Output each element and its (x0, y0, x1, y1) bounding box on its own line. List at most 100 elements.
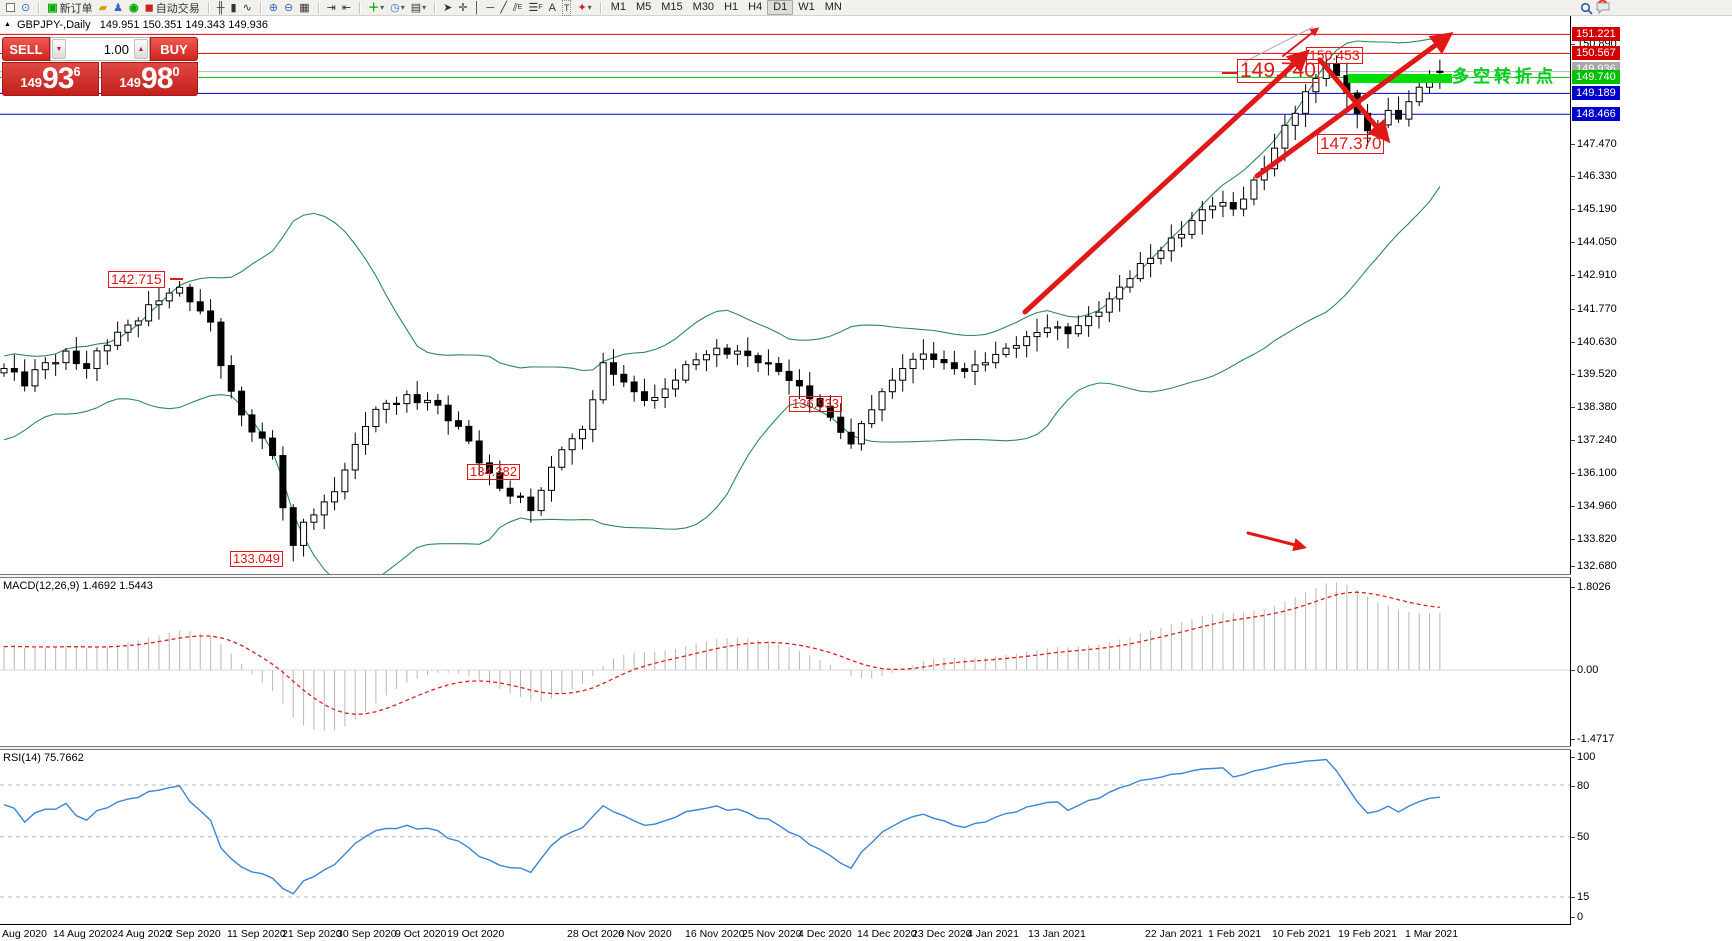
vertical-line-tool-icon[interactable]: │ (473, 1, 481, 14)
indicators-menu-button[interactable]: ＋ ▾ (368, 1, 385, 14)
rsi-axis-tick: 15 (1570, 891, 1590, 903)
market-watch-icon[interactable]: ▰ (98, 1, 108, 14)
tile-windows-icon[interactable]: ▦ (299, 1, 310, 14)
date-axis-label: 28 Oct 2020 (567, 928, 625, 940)
timeframe-group: M1 M5 M15 M30 H1 H4 D1 W1 MN (603, 0, 850, 16)
trendline-tool-icon[interactable]: ╱ (500, 1, 507, 14)
volume-increase-button[interactable]: ▲ (134, 39, 148, 59)
price-axis-tick: 133.820 (1571, 533, 1617, 545)
chart-frame-right (1570, 16, 1571, 924)
price-annotation: 149.740 (1237, 59, 1319, 84)
price-axis-tick: 134.960 (1571, 500, 1617, 512)
sell-button[interactable]: SELL (2, 37, 50, 61)
periods-menu-button[interactable]: ◷ ▾ (390, 1, 405, 14)
volume-decrease-button[interactable]: ▼ (52, 39, 66, 59)
line-chart-icon[interactable]: ∿ (242, 1, 252, 14)
timeframe-button-M5[interactable]: M5 (635, 1, 652, 13)
timeframe-button-W1[interactable]: W1 (798, 1, 815, 13)
notifications-icon[interactable]: 1 (1596, 0, 1610, 15)
buy-price-display[interactable]: 149 98 0 (101, 62, 198, 96)
date-axis-label: 16 Nov 2020 (685, 928, 745, 940)
buy-button[interactable]: BUY (150, 37, 198, 61)
price-level-label: 149.740 (1572, 70, 1620, 84)
date-axis-label: Aug 2020 (2, 928, 47, 940)
timeframe-button-H1[interactable]: H1 (724, 1, 739, 13)
macd-axis-tick: 1.8026 (1571, 581, 1611, 593)
timeframe-button-D1[interactable]: D1 (767, 0, 794, 15)
crosshair-tool-icon[interactable]: ✛ (458, 1, 468, 14)
date-axis-label: 11 Sep 2020 (227, 928, 286, 940)
timeframe-button-M1[interactable]: M1 (610, 1, 626, 13)
templates-menu-button[interactable]: ▤ ▾ (410, 1, 427, 14)
date-axis-label: 9 Oct 2020 (395, 928, 447, 940)
volume-stepper: ▼ ▲ (50, 37, 150, 61)
price-annotation: 136.933 (789, 396, 842, 412)
price-level-label: 150.567 (1572, 46, 1620, 60)
fibonacci-tool-icon[interactable]: ☰ F (528, 1, 543, 14)
date-axis-label: 6 Nov 2020 (618, 928, 672, 940)
navigator-icon[interactable]: ◉ (128, 1, 139, 14)
chart-window-icon[interactable] (3, 1, 18, 15)
price-axis-tick: 136.100 (1571, 467, 1617, 479)
price-annotation: 133.049 (230, 551, 283, 567)
text-tool-icon[interactable]: A (548, 1, 556, 14)
date-axis-label: 25 Nov 2020 (742, 928, 802, 940)
price-axis-tick: 144.050 (1571, 236, 1617, 248)
rsi-indicator-label: RSI(14) 75.7662 (3, 752, 84, 764)
price-axis-tick: 146.330 (1571, 170, 1617, 182)
macd-pane-canvas (0, 582, 1570, 731)
cursor-tool-icon[interactable]: ➤ (443, 1, 453, 14)
date-axis-label: 13 Jan 2021 (1028, 928, 1086, 940)
pane-divider-macd[interactable] (0, 574, 1571, 578)
macd-axis-tick: 0.00 (1570, 664, 1599, 676)
price-axis-tick: 140.630 (1571, 336, 1617, 348)
candlestick-chart-icon[interactable]: ▮ (230, 1, 237, 14)
search-icon[interactable] (1580, 1, 1593, 15)
collapse-triangle-icon: ▲ (4, 21, 11, 28)
main-chart-canvas (0, 26, 1570, 574)
rsi-axis-tick: 80 (1570, 780, 1590, 792)
price-annotation: 142.715 (108, 271, 165, 288)
date-axis-label: 19 Oct 2020 (447, 928, 505, 940)
timeframe-button-M15[interactable]: M15 (661, 1, 683, 13)
market-overview-icon[interactable]: ⊙ (21, 1, 31, 14)
data-window-icon[interactable]: ♟ (113, 1, 123, 14)
price-level-label: 149.189 (1572, 86, 1620, 100)
date-axis-label: 22 Jan 2021 (1145, 928, 1203, 940)
zoom-out-icon[interactable]: ⊖ (284, 1, 294, 14)
auto-scroll-icon[interactable]: ⇥ (326, 1, 336, 14)
date-axis-label: 14 Dec 2020 (857, 928, 917, 940)
zoom-in-icon[interactable]: ⊕ (268, 1, 279, 14)
symbol-ohlc: 149.951 150.351 149.343 149.936 (99, 19, 268, 31)
horizontal-line-tool-icon[interactable]: ─ (486, 1, 495, 14)
chart-frame-bottom (0, 924, 1571, 925)
timeframe-button-H4[interactable]: H4 (748, 1, 763, 13)
date-axis-label: 10 Feb 2021 (1272, 928, 1331, 940)
chart-shift-icon[interactable]: ⇤ (341, 1, 352, 14)
sell-price-display[interactable]: 149 93 6 (2, 62, 99, 96)
date-axis-label: 24 Aug 2020 (112, 928, 171, 940)
text-label-tool-icon[interactable]: T (559, 0, 575, 16)
bar-chart-icon[interactable]: ╫ (216, 1, 225, 14)
volume-input[interactable] (67, 38, 133, 60)
turning-point-annotation: 多空转折点 (1452, 67, 1557, 86)
arrows-tool-icon[interactable]: ✦ ▾ (577, 1, 592, 14)
auto-trading-button[interactable]: ◼ 自动交易 (144, 1, 200, 15)
date-axis-label: 4 Dec 2020 (798, 928, 852, 940)
price-axis-tick: 139.520 (1571, 368, 1617, 380)
channel-tool-icon[interactable]: ⫽ E (512, 1, 523, 14)
auto-trading-icon: ◼ (144, 1, 154, 14)
date-axis-label: 30 Sep 2020 (337, 928, 397, 940)
date-axis-label: 14 Aug 2020 (53, 928, 112, 940)
timeframe-button-M30[interactable]: M30 (692, 1, 715, 13)
price-level-label: 151.221 (1572, 27, 1620, 41)
timeframe-button-MN[interactable]: MN (824, 1, 842, 13)
new-order-icon: ▣ (47, 1, 58, 14)
price-axis-tick: 145.190 (1571, 203, 1617, 215)
date-axis-label: 4 Jan 2021 (967, 928, 1019, 940)
new-order-button[interactable]: ▣ 新订单 (47, 1, 93, 15)
pane-divider-rsi[interactable] (0, 746, 1571, 750)
rsi-pane-canvas (0, 758, 1570, 898)
